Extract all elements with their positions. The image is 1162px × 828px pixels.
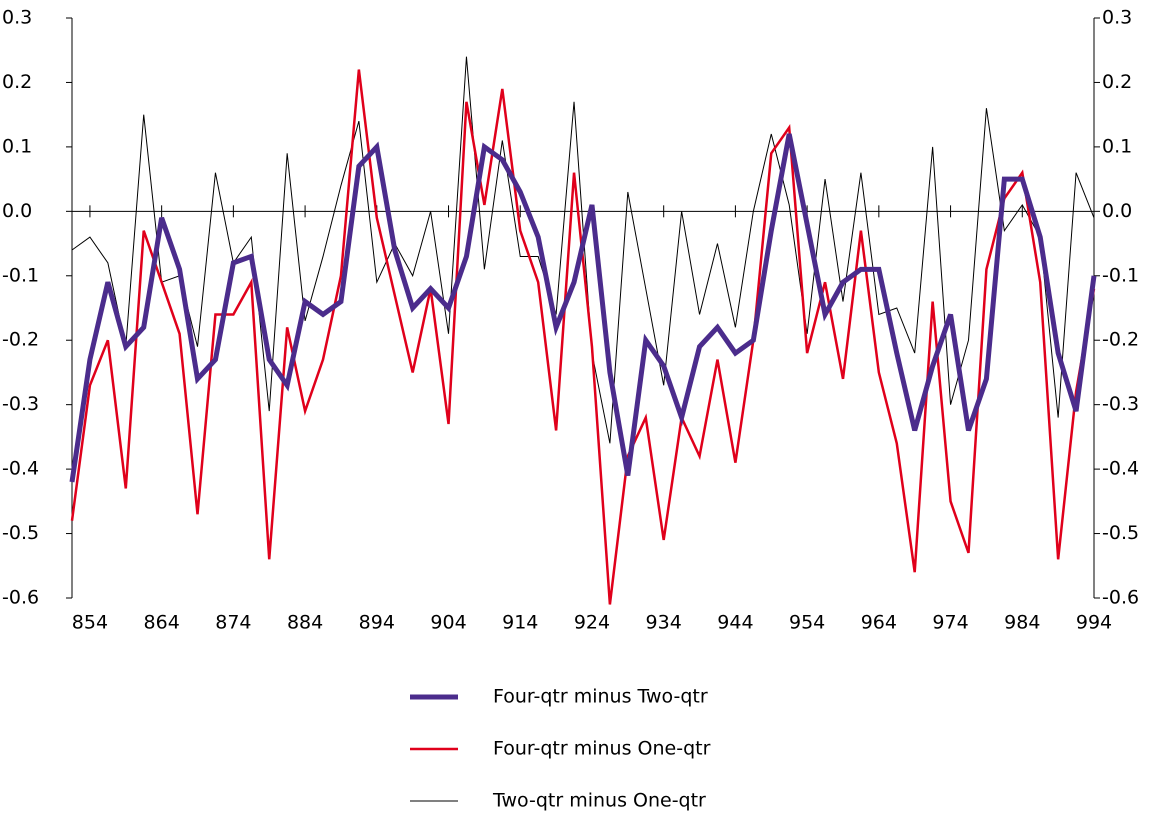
y-tick-label: 0.3	[2, 7, 32, 29]
x-tick-label: 984	[1004, 612, 1040, 634]
y-tick-label: 0.1	[2, 135, 32, 157]
y-tick-label-right: 0.2	[1102, 71, 1132, 93]
legend-label: Two-qtr minus One-qtr	[492, 790, 706, 812]
y-tick-label: -0.1	[2, 264, 39, 286]
x-tick-label: 964	[861, 612, 897, 634]
y-tick-label-right: -0.3	[1102, 393, 1139, 415]
x-tick-label: 954	[789, 612, 825, 634]
x-tick-label: 884	[287, 612, 323, 634]
x-tick-label: 904	[430, 612, 466, 634]
x-tick-label: 914	[502, 612, 538, 634]
y-tick-label: -0.6	[2, 587, 39, 609]
series-line	[71, 56, 1095, 444]
legend-label: Four-qtr minus One-qtr	[493, 738, 711, 760]
y-tick-label-right: 0.0	[1102, 200, 1132, 222]
y-tick-label: 0.2	[2, 71, 32, 93]
y-tick-label: -0.3	[2, 393, 39, 415]
x-tick-label: 864	[144, 612, 180, 634]
y-tick-label-right: -0.2	[1102, 329, 1139, 351]
x-tick-label: 934	[646, 612, 682, 634]
x-tick-label: 894	[359, 612, 395, 634]
y-tick-label-right: -0.5	[1102, 522, 1139, 544]
legend-label: Four-qtr minus Two-qtr	[493, 686, 708, 708]
x-tick-label: 944	[717, 612, 753, 634]
x-tick-label: 924	[574, 612, 610, 634]
y-tick-label-right: 0.3	[1102, 7, 1132, 29]
x-tick-label: 974	[932, 612, 968, 634]
y-tick-label: -0.2	[2, 329, 39, 351]
y-tick-label-right: -0.6	[1102, 587, 1139, 609]
y-tick-label: 0.0	[2, 200, 32, 222]
x-tick-label: 874	[215, 612, 251, 634]
y-tick-label-right: -0.4	[1102, 458, 1139, 480]
series-line	[69, 133, 1097, 483]
x-tick-label: 994	[1076, 612, 1112, 634]
y-tick-label-right: 0.1	[1102, 135, 1132, 157]
y-tick-label-right: -0.1	[1102, 264, 1139, 286]
y-tick-label: -0.5	[2, 522, 39, 544]
x-tick-label: 854	[72, 612, 108, 634]
y-tick-label: -0.4	[2, 458, 39, 480]
series-line	[70, 69, 1096, 605]
